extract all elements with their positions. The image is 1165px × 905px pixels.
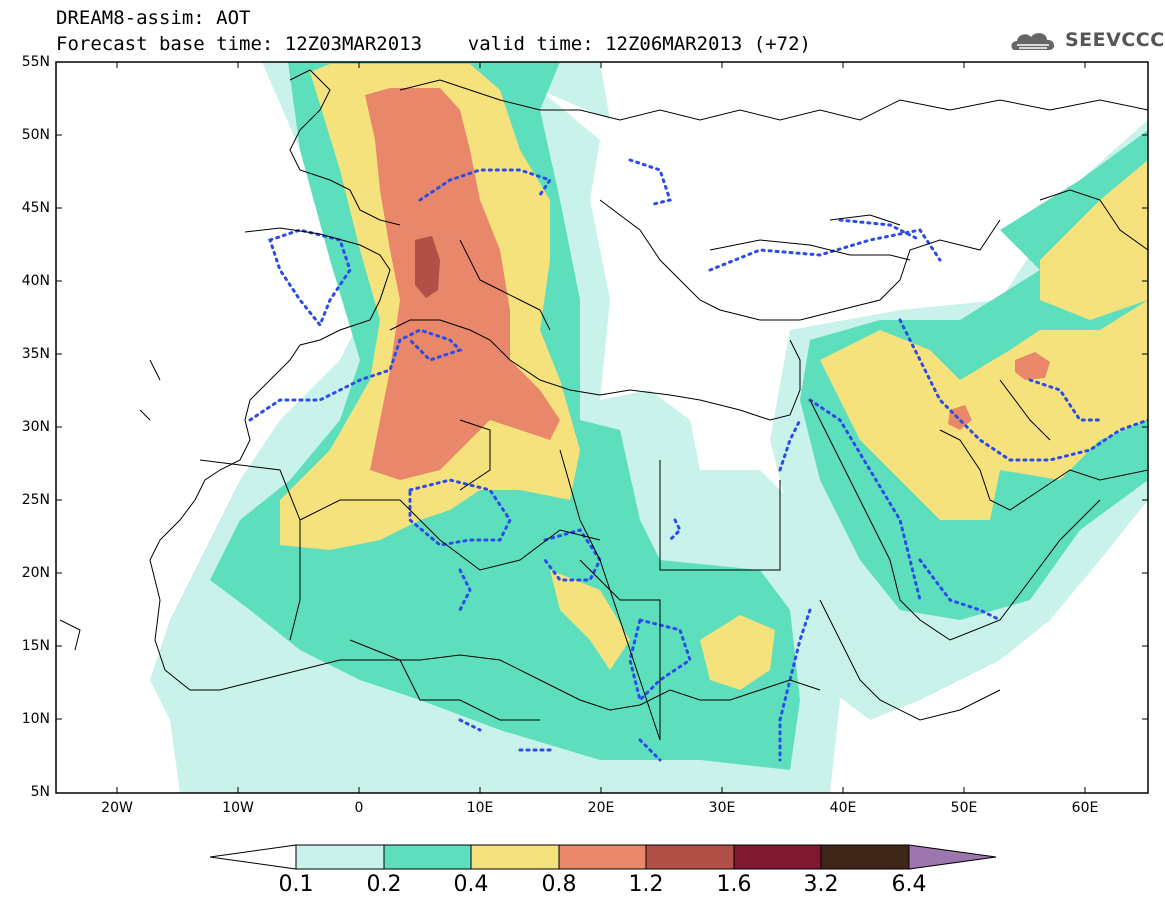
colorbar-label: 0.1 [278, 872, 314, 897]
lat-label: 10N [21, 711, 50, 727]
colorbar-swatch-0.8 [558, 844, 647, 870]
lon-label: 20E [587, 800, 615, 816]
lat-label: 5N [30, 784, 50, 800]
colorbar-label: 0.2 [366, 872, 402, 897]
lon-label: 60E [1071, 800, 1099, 816]
lon-label: 10W [222, 800, 254, 816]
colorbar-swatch-0.2 [383, 844, 472, 870]
colorbar-label: 1.6 [716, 872, 752, 897]
lat-label: 40N [21, 273, 50, 289]
coastlines [59, 69, 1148, 741]
colorbar-high-arrow [908, 844, 997, 870]
colorbar-label: 0.4 [453, 872, 489, 897]
axis-ticks [56, 61, 1148, 793]
chart-title: DREAM8-assim: AOT [56, 7, 251, 29]
cloud-icon [1011, 33, 1055, 50]
colorbar-swatch-0.4 [470, 844, 560, 870]
aot-level-1.2 [415, 236, 440, 298]
lat-label: 50N [21, 127, 50, 143]
colorbar-swatch-1.2 [645, 844, 735, 870]
lon-label: 30E [708, 800, 736, 816]
colorbar-label: 0.8 [541, 872, 577, 897]
lat-label: 25N [21, 492, 50, 508]
colorbar-label: 1.2 [628, 872, 664, 897]
forecast-time-subtitle: Forecast base time: 12Z03MAR2013 valid t… [56, 33, 811, 55]
lat-label: 20N [21, 565, 50, 581]
lon-label: 40E [829, 800, 857, 816]
lat-label: 15N [21, 638, 50, 654]
colorbar-swatch-1.6 [733, 844, 822, 870]
logo-text: SEEVCCC [1065, 29, 1165, 51]
lat-label: 45N [21, 200, 50, 216]
colorbar-swatch-3.2 [820, 844, 910, 870]
lat-label: 30N [21, 419, 50, 435]
colorbar-label: 6.4 [891, 872, 927, 897]
lon-label: 0 [354, 800, 364, 816]
lon-label: 50E [950, 800, 978, 816]
colorbar-low-arrow [209, 844, 297, 870]
dust-contours [248, 158, 1148, 762]
lon-label: 20W [101, 800, 133, 816]
colorbar-label: 3.2 [803, 872, 839, 897]
lat-label: 55N [21, 54, 50, 70]
lat-label: 35N [21, 346, 50, 362]
colorbar-swatch-0.1 [295, 844, 385, 870]
aot-level-0.8 [365, 88, 1050, 480]
lon-label: 10E [466, 800, 494, 816]
colorbar [209, 844, 997, 870]
seevccc-logo: SEEVCCC [1009, 26, 1164, 56]
